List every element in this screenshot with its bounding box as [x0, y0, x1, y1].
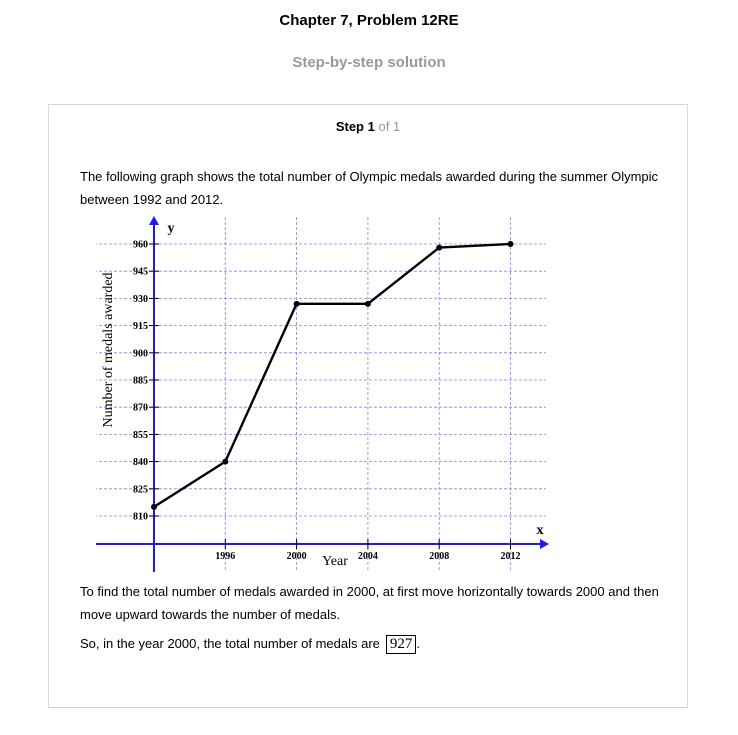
conclusion-text: So, in the year 2000, the total number o…: [80, 636, 380, 651]
medals-line-chart: 810 825 840 855 870 885 900 915 930 945 960 1996 200…: [96, 216, 549, 572]
x-axis-title: Year: [322, 554, 348, 569]
y-tick-label-945: 945: [133, 267, 148, 278]
y-tick-label-900: 900: [133, 348, 148, 359]
chart-grid: [96, 217, 546, 572]
y-tick-label-870: 870: [133, 403, 148, 414]
y-tick-label-930: 930: [133, 294, 148, 305]
x-axis-name: x: [537, 523, 544, 538]
x-tick-label-2004: 2004: [358, 551, 378, 562]
y-tick-label-885: 885: [133, 376, 148, 387]
y-tick-label-915: 915: [133, 321, 148, 332]
y-tick-label-825: 825: [133, 484, 148, 495]
step-of: of 1: [378, 119, 401, 134]
y-tick-label-960: 960: [133, 240, 148, 251]
page-title: Chapter 7, Problem 12RE: [279, 12, 459, 29]
x-tick-label-1996: 1996: [215, 551, 235, 562]
chart-axes: [96, 216, 549, 572]
step-indicator: Step 1 of 1: [49, 119, 687, 134]
step-label: Step 1: [335, 119, 375, 134]
x-tick-label-2008: 2008: [429, 551, 449, 562]
y-axis-arrow-icon: [149, 216, 159, 225]
x-tick-label-2012: 2012: [501, 551, 521, 562]
x-tick-label-2000: 2000: [287, 551, 307, 562]
y-tick-label-840: 840: [133, 457, 148, 468]
y-axis-title: Number of medals awarded: [101, 272, 116, 427]
y-tick-label-810: 810: [133, 512, 148, 523]
chart-series: [151, 241, 514, 510]
conclusion-line: So, in the year 2000, the total number o…: [80, 632, 670, 655]
explanation-text: To find the total number of medals award…: [80, 584, 659, 622]
x-axis-arrow-icon: [540, 539, 549, 549]
data-point-2012: [507, 241, 514, 247]
data-point-2000: [293, 300, 300, 307]
data-point-2004: [364, 300, 371, 307]
chart-tick-labels: 810 825 840 855 870 885 900 915 930 945 960 1996 200…: [133, 240, 521, 563]
answer-suffix: .: [416, 636, 421, 651]
y-axis-name: y: [168, 221, 175, 236]
solution-subtitle: Step-by-step solution: [292, 54, 446, 71]
data-point-2008: [436, 244, 443, 251]
data-point-1996: [222, 458, 229, 465]
y-tick-label-855: 855: [133, 430, 148, 441]
intro-text: The following graph shows the total numb…: [80, 169, 659, 207]
series-line: [153, 242, 511, 508]
answer-box: 927: [385, 635, 417, 654]
data-point-1992: [151, 503, 157, 510]
